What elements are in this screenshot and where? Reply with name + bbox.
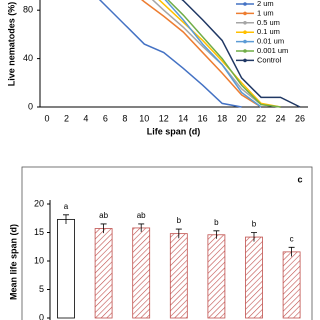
significance-letter: b (177, 216, 182, 225)
series-line (158, 0, 281, 108)
y-tick-label: 0 (39, 312, 44, 320)
significance-letter: b (252, 220, 257, 229)
legend-label: 2 um (257, 0, 274, 8)
legend-marker (243, 11, 247, 16)
legend-label: 0.01 um (257, 37, 284, 46)
series-line (167, 0, 281, 108)
legend-label: 0.001 um (257, 46, 288, 55)
x-tick-label: 16 (198, 113, 208, 123)
y-tick-label: 20 (34, 198, 44, 208)
bar (132, 227, 151, 319)
bar (94, 228, 113, 319)
significance-letter: ab (137, 211, 146, 220)
y-axis-label: Mean life span (d) (8, 224, 18, 300)
x-tick-label: 26 (295, 113, 305, 123)
legend-marker (243, 49, 247, 53)
legend-marker (243, 58, 247, 63)
x-tick-label: 0 (44, 113, 49, 123)
legend-label: 0.1 um (257, 27, 280, 36)
bar (245, 236, 263, 319)
error-bar (251, 232, 257, 242)
legend-label: 0.5 um (257, 18, 280, 27)
error-bar (138, 223, 145, 232)
x-axis-label: Life span (d) (147, 126, 201, 136)
significance-letter: c (290, 234, 294, 243)
significance-letter: b (214, 218, 219, 227)
y-tick-label: 40 (23, 53, 33, 63)
x-tick-label: 22 (256, 113, 266, 123)
x-tick-label: 10 (139, 113, 149, 123)
legend-label: 1 um (257, 8, 274, 17)
error-bar (63, 214, 69, 224)
series-line (98, 0, 242, 108)
y-tick-label: 80 (23, 5, 33, 15)
error-bar (175, 228, 182, 239)
y-tick-label: 5 (39, 284, 44, 294)
legend-label: Control (257, 55, 282, 64)
x-tick-label: 4 (83, 113, 88, 123)
series-line (181, 0, 301, 108)
legend-marker (243, 39, 247, 44)
x-tick-label: 6 (103, 113, 108, 123)
bar (207, 234, 226, 319)
legend-marker (243, 2, 247, 6)
error-bar (288, 246, 295, 257)
x-tick-label: 18 (217, 113, 227, 123)
error-bar (213, 230, 220, 239)
error-bar (100, 223, 107, 234)
x-tick-label: 20 (237, 113, 247, 123)
x-tick-label: 8 (122, 113, 127, 123)
x-tick-label: 2 (64, 113, 69, 123)
series-line (140, 0, 262, 108)
x-tick-label: 14 (178, 113, 188, 123)
legend-marker (243, 21, 247, 25)
x-tick-label: 12 (159, 113, 169, 123)
significance-letter: ab (99, 211, 108, 220)
series-line (164, 0, 262, 108)
bar (282, 251, 301, 319)
panel-frame (21, 166, 313, 320)
bar (169, 233, 188, 319)
y-axis-label: Live nematodes (%) (6, 2, 16, 87)
significance-letter: a (64, 202, 69, 211)
y-tick-label: 10 (34, 255, 44, 265)
panel-label: c (297, 174, 302, 184)
bar (57, 218, 75, 319)
legend-marker (243, 30, 247, 34)
series-line (151, 0, 281, 108)
y-tick-label: 15 (34, 227, 44, 237)
y-tick-label: 0 (28, 101, 33, 111)
x-tick-label: 24 (276, 113, 286, 123)
